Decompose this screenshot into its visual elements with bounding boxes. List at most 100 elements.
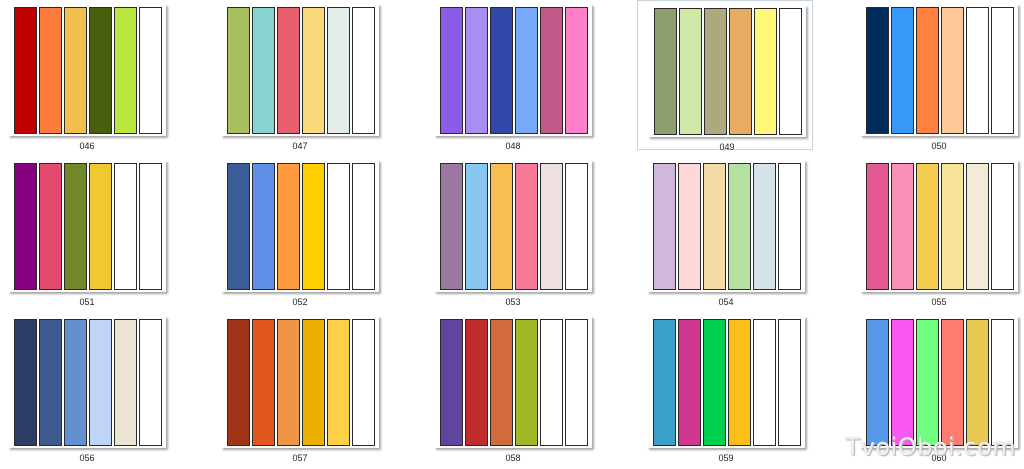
palette-tile[interactable]: 056: [6, 314, 182, 464]
color-swatch: [302, 319, 325, 446]
color-swatch: [327, 7, 350, 134]
palette-thumbnail: [434, 4, 592, 136]
color-swatch: [465, 163, 488, 290]
color-swatch: [891, 163, 914, 290]
palette-thumbnail: [8, 316, 166, 448]
color-swatch: [490, 163, 513, 290]
color-swatch: [866, 7, 889, 134]
palette-tile[interactable]: 052: [219, 158, 395, 308]
color-swatch: [941, 7, 964, 134]
palette-tile[interactable]: 058: [432, 314, 608, 464]
palette-tile[interactable]: 046: [6, 2, 182, 152]
palette-thumbnail: [860, 160, 1018, 292]
palette-tile[interactable]: 054: [645, 158, 821, 308]
palette-tile[interactable]: 057: [219, 314, 395, 464]
color-swatch: [227, 319, 250, 446]
color-swatch: [490, 7, 513, 134]
palette-thumbnail: [434, 160, 592, 292]
color-swatch: [114, 7, 137, 134]
color-swatch: [966, 163, 989, 290]
color-swatch: [64, 163, 87, 290]
palette-tile[interactable]: 049: [637, 0, 813, 152]
color-swatch: [728, 163, 751, 290]
palette-thumbnail: [860, 4, 1018, 136]
palette-tile[interactable]: 059: [645, 314, 821, 464]
color-swatch: [64, 319, 87, 446]
color-swatch: [866, 319, 889, 446]
color-swatch: [89, 319, 112, 446]
color-swatch: [252, 7, 275, 134]
palette-thumbnail: [221, 316, 379, 448]
color-swatch: [277, 319, 300, 446]
palette-tile[interactable]: 055: [858, 158, 1024, 308]
color-swatch: [302, 163, 325, 290]
color-swatch: [252, 319, 275, 446]
color-swatch: [89, 163, 112, 290]
palette-tile[interactable]: 060: [858, 314, 1024, 464]
color-swatch: [991, 7, 1014, 134]
color-swatch: [565, 319, 588, 446]
palette-thumbnail: [221, 160, 379, 292]
palette-tile[interactable]: 047: [219, 2, 395, 152]
palette-thumbnail: [648, 5, 806, 137]
color-swatch: [139, 319, 162, 446]
color-swatch: [778, 163, 801, 290]
color-swatch: [14, 319, 37, 446]
color-swatch: [39, 163, 62, 290]
color-swatch: [352, 319, 375, 446]
color-swatch: [89, 7, 112, 134]
color-swatch: [114, 319, 137, 446]
color-swatch: [653, 163, 676, 290]
color-swatch: [39, 319, 62, 446]
color-swatch: [440, 319, 463, 446]
color-swatch: [728, 319, 751, 446]
color-swatch: [753, 319, 776, 446]
palette-caption: 052: [292, 297, 308, 307]
color-swatch: [778, 319, 801, 446]
color-swatch: [515, 7, 538, 134]
color-swatch: [565, 7, 588, 134]
palette-thumbnail: [8, 160, 166, 292]
palette-caption: 049: [719, 142, 735, 152]
color-swatch: [891, 319, 914, 446]
color-swatch: [64, 7, 87, 134]
color-swatch: [252, 163, 275, 290]
palette-caption: 048: [505, 141, 521, 151]
palette-caption: 060: [931, 453, 947, 463]
palette-tile[interactable]: 050: [858, 2, 1024, 152]
color-swatch: [916, 319, 939, 446]
palette-thumbnail: [221, 4, 379, 136]
palette-thumbnail: [434, 316, 592, 448]
color-swatch: [515, 163, 538, 290]
color-swatch: [440, 7, 463, 134]
color-swatch: [991, 163, 1014, 290]
color-swatch: [941, 319, 964, 446]
color-swatch: [327, 163, 350, 290]
palette-caption: 055: [931, 297, 947, 307]
palette-caption: 047: [292, 141, 308, 151]
palette-thumbnail: [647, 160, 805, 292]
palette-caption: 056: [79, 453, 95, 463]
color-swatch: [277, 163, 300, 290]
color-swatch: [866, 163, 889, 290]
color-swatch: [679, 8, 702, 135]
color-swatch: [729, 8, 752, 135]
color-swatch: [277, 7, 300, 134]
palette-thumbnail: [8, 4, 166, 136]
color-swatch: [440, 163, 463, 290]
color-swatch: [490, 319, 513, 446]
color-swatch: [327, 319, 350, 446]
color-swatch: [515, 319, 538, 446]
color-swatch: [139, 7, 162, 134]
color-swatch: [465, 319, 488, 446]
color-swatch: [966, 7, 989, 134]
palette-tile[interactable]: 053: [432, 158, 608, 308]
color-swatch: [139, 163, 162, 290]
palette-tile[interactable]: 051: [6, 158, 182, 308]
color-swatch: [114, 163, 137, 290]
color-swatch: [352, 7, 375, 134]
color-swatch: [654, 8, 677, 135]
palette-tile[interactable]: 048: [432, 2, 608, 152]
color-swatch: [465, 7, 488, 134]
color-swatch: [540, 163, 563, 290]
